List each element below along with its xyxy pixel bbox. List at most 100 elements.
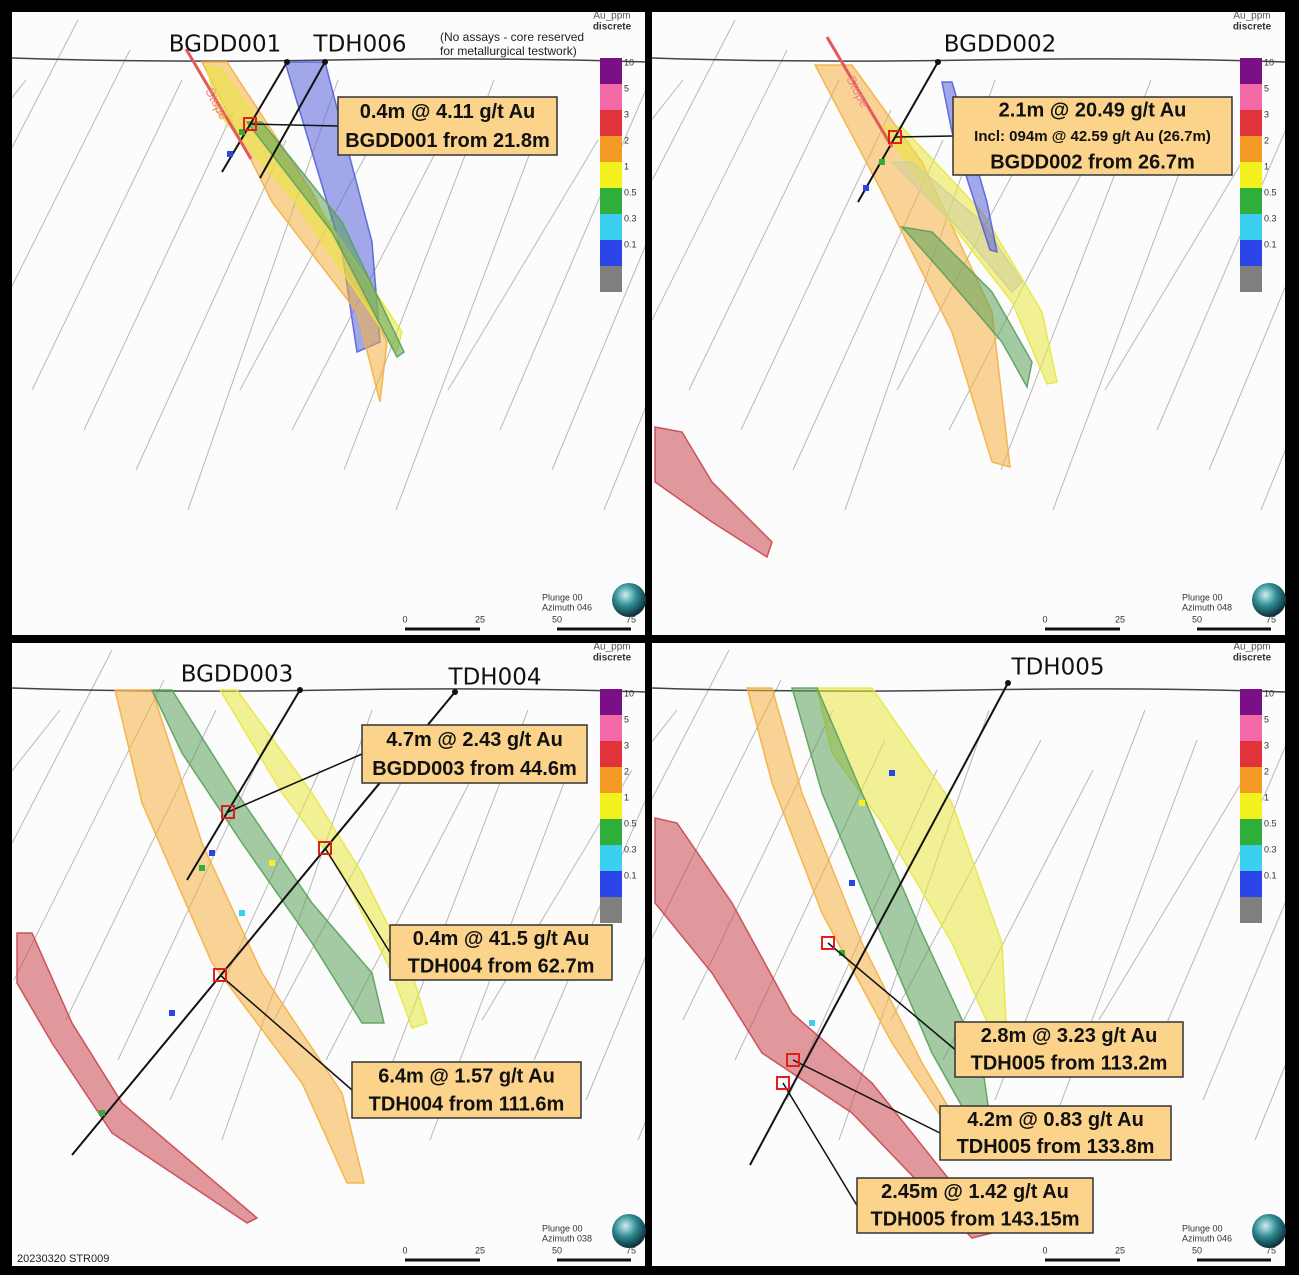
callout-text: 4.7m @ 2.43 g/t Au — [386, 729, 563, 751]
legend-label: 2 — [1264, 135, 1269, 145]
lode-wireframe — [880, 126, 1058, 385]
legend-label: 10 — [624, 688, 634, 698]
legend-label: 0.1 — [1264, 870, 1277, 880]
scale-label: 75 — [1266, 614, 1276, 624]
view-azimuth: Azimuth 046 — [542, 602, 592, 612]
cross-section-panel: BGDD003 TDH004 4.7m @ 2.43 g/t Au BGDD003 f… — [12, 642, 646, 1266]
hole-label: TDH004 — [448, 665, 542, 691]
legend-label: 0.5 — [1264, 818, 1277, 828]
legend-swatch — [1240, 136, 1262, 162]
legend-title: Au_ppm — [593, 11, 630, 22]
drill-hole-trace — [186, 689, 301, 881]
collar — [297, 687, 303, 693]
view-plunge: Plunge 00 — [542, 592, 583, 602]
structural-trace — [12, 649, 113, 845]
structural-trace — [1098, 769, 1250, 1021]
legend-swatch — [1240, 188, 1262, 214]
assay-interval — [99, 1110, 105, 1116]
callout-text: TDH004 from 111.6m — [369, 1093, 565, 1115]
legend-label: 3 — [1264, 109, 1269, 119]
view-azimuth: Azimuth 038 — [542, 1233, 592, 1243]
callout-text: BGDD001 from 21.8m — [345, 130, 550, 152]
legend-label: 0.1 — [1264, 239, 1277, 249]
callout-leader — [792, 1059, 941, 1134]
legend-label: 0.5 — [624, 818, 637, 828]
view-azimuth: Azimuth 048 — [1182, 602, 1232, 612]
lode-wireframe — [890, 161, 1023, 294]
intercept-marker — [213, 968, 227, 982]
legend-title: Au_ppm — [1233, 642, 1270, 653]
assay-interval — [169, 1010, 175, 1016]
intercept-marker — [221, 805, 235, 819]
compass-globe — [612, 583, 646, 617]
topography-surface — [12, 57, 645, 63]
scale-label: 0 — [1042, 614, 1047, 624]
legend-title: Au_ppm — [1233, 11, 1270, 22]
structural-trace — [1104, 139, 1256, 391]
structural-trace — [1156, 130, 1285, 431]
legend-swatch — [1240, 715, 1262, 741]
compass-globe — [612, 1214, 646, 1248]
callout-leader — [249, 123, 339, 127]
assay-interval — [239, 129, 245, 135]
legend-swatch — [600, 188, 622, 214]
hole-label: BGDD003 — [181, 662, 294, 688]
legend-label: 1 — [624, 161, 629, 171]
legend-label: 0.3 — [1264, 844, 1277, 854]
legend-swatch — [1240, 110, 1262, 136]
legend-label: 3 — [624, 740, 629, 750]
legend-swatch — [1240, 871, 1262, 897]
stope-line — [184, 48, 253, 160]
note: (No assays - core reserved — [440, 30, 584, 44]
assay-interval — [809, 1020, 815, 1026]
legend-swatch — [1240, 689, 1262, 715]
legend-swatch — [1240, 266, 1262, 292]
callout-box — [361, 724, 588, 784]
structural-trace — [325, 769, 477, 1061]
legend-swatch — [600, 793, 622, 819]
legend-label: 10 — [1264, 57, 1274, 67]
assay-interval — [859, 800, 865, 806]
legend-swatch — [600, 819, 622, 845]
legend-label: 5 — [624, 83, 629, 93]
legend-label: 10 — [624, 57, 634, 67]
legend-label: 2 — [624, 766, 629, 776]
legend-subtitle: discrete — [593, 22, 632, 33]
structural-trace — [942, 769, 1094, 1061]
legend-swatch — [600, 715, 622, 741]
assay-interval — [879, 159, 885, 165]
legend-swatch — [1240, 741, 1262, 767]
callout-leader — [782, 1082, 858, 1206]
intercept-marker — [243, 117, 257, 131]
hole-label: BGDD001 — [169, 32, 282, 58]
structural-trace — [551, 245, 645, 471]
callout-text: 2.1m @ 20.49 g/t Au — [999, 99, 1187, 121]
callout-text: BGDD003 from 44.6m — [372, 758, 577, 780]
scale-label: 75 — [626, 1245, 636, 1255]
assay-interval — [227, 151, 233, 157]
legend-swatch — [600, 136, 622, 162]
callout-text: TDH005 from 143.15m — [871, 1209, 1080, 1231]
legend-label: 5 — [1264, 83, 1269, 93]
callout-text: 2.45m @ 1.42 g/t Au — [881, 1181, 1069, 1203]
scale-label: 0 — [402, 614, 407, 624]
legend-label: 2 — [1264, 766, 1269, 776]
structural-trace — [31, 79, 183, 391]
view-azimuth: Azimuth 046 — [1182, 1233, 1232, 1243]
assay-interval — [269, 860, 275, 866]
structural-trace — [688, 79, 840, 391]
view-plunge: Plunge 00 — [1182, 592, 1223, 602]
legend-swatch — [1240, 84, 1262, 110]
section-content — [12, 649, 645, 1224]
legend-title: Au_ppm — [593, 642, 630, 653]
legend-label: 0.3 — [1264, 213, 1277, 223]
callout-box — [337, 96, 558, 156]
structural-trace — [1202, 901, 1285, 1101]
hole-label: TDH005 — [1011, 655, 1105, 681]
legend-swatch — [1240, 897, 1262, 923]
callout-leader — [827, 942, 956, 1051]
collar — [452, 689, 458, 695]
scale-label: 25 — [475, 614, 485, 624]
structural-trace — [585, 957, 645, 1101]
